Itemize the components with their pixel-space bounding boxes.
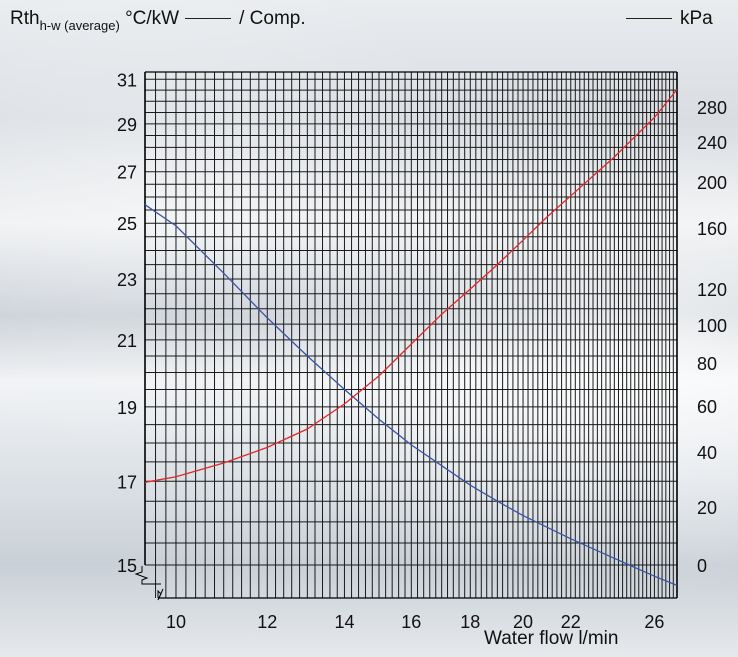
x-tick-label: 18 [460,612,480,632]
pressure-drop-curve [144,89,678,483]
left-axis-subscript: h-w (average) [39,18,120,33]
y-left-tick-label: 25 [117,214,137,234]
x-tick-label: 10 [166,612,186,632]
x-tick-label: 16 [401,612,421,632]
x-tick-label: 26 [644,612,664,632]
y-right-tick-label: 0 [697,556,707,576]
x-tick-label: 22 [561,612,581,632]
left-axis-title: Rthh-w (average) °C/kW / Comp. [10,8,306,33]
y-left-tick-label: 23 [117,270,137,290]
left-axis-symbol: Rth [10,8,40,29]
y-right-tick-label: 20 [697,498,717,518]
y-right-tick-label: 240 [697,133,727,153]
y-right-tick-label: 100 [697,316,727,336]
y-left-tick-label: 29 [117,115,137,135]
x-tick-label: 12 [257,612,277,632]
x-tick-label: 20 [513,612,533,632]
x-axis-break-mark [157,588,164,601]
y-left-tick-label: 15 [117,556,137,576]
y-left-tick-label: 31 [117,70,137,90]
x-tick-label: 14 [334,612,354,632]
right-axis-unit: kPa [680,8,713,29]
thermal-resistance-curve [144,204,678,587]
y-left-tick-label: 21 [117,331,137,351]
y-right-tick-label: 280 [697,98,727,118]
x-axis-label: Water flow l/min [484,628,619,649]
y-right-tick-label: 60 [697,397,717,417]
left-axis-tail: / Comp. [239,8,306,29]
y-right-tick-label: 120 [697,280,727,300]
y-right-tick-label: 160 [697,219,727,239]
y-right-tick-label: 200 [697,173,727,193]
y-axis-break-mark [134,566,161,585]
pressure-legend-line [626,18,672,20]
thermal-resistance-legend-line [185,18,232,20]
y-right-tick-label: 80 [697,354,717,374]
right-axis-title: kPa [620,8,713,30]
y-left-tick-label: 27 [117,163,137,183]
y-left-tick-label: 19 [117,398,137,418]
left-axis-unit: °C/kW [125,8,180,29]
y-left-tick-label: 17 [117,472,137,492]
y-right-tick-label: 40 [697,443,717,463]
